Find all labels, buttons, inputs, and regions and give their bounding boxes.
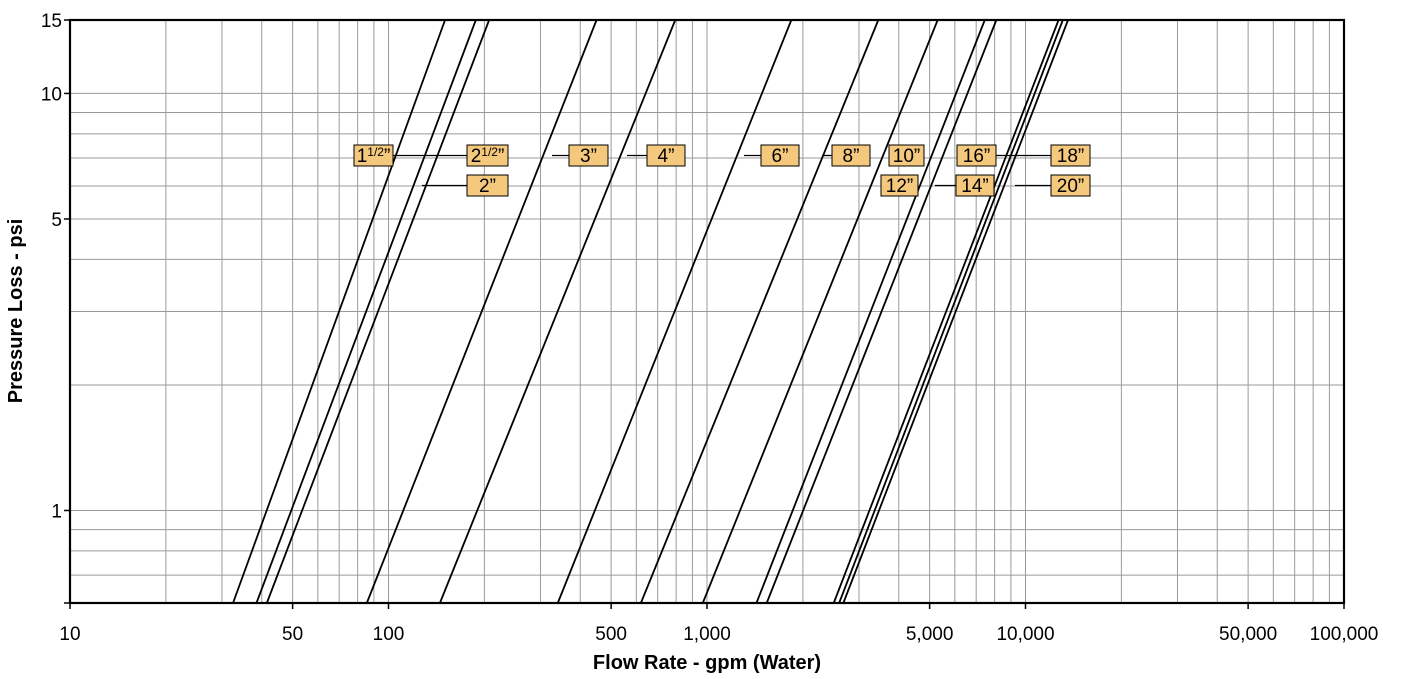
size-label-box: [955, 174, 995, 197]
size-label-text: 14”: [961, 176, 988, 197]
x-tick-label: 5,000: [906, 624, 954, 645]
series-line: [755, 19, 986, 604]
size-label: 10”: [888, 144, 925, 167]
size-label: 2”: [422, 174, 509, 197]
size-label-box: [1050, 144, 1091, 167]
grid: [70, 20, 1344, 603]
series-line: [365, 19, 598, 604]
size-label-text: 3”: [580, 146, 597, 167]
size-label-text: 21/2”: [471, 145, 505, 167]
series-line: [556, 19, 793, 604]
x-tick-label: 50: [282, 624, 303, 645]
size-label-text: 18”: [1057, 146, 1084, 167]
curves: [232, 19, 1069, 604]
size-label: 11/2”: [353, 144, 410, 167]
series-line: [842, 19, 1069, 604]
y-tick-label: 15: [41, 11, 62, 32]
x-tick-label: 100: [373, 624, 405, 645]
size-label: 12”: [880, 174, 919, 197]
series-line: [765, 19, 998, 604]
size-label-text: 11/2”: [357, 145, 391, 167]
size-label: 16”: [956, 144, 1052, 167]
axis-ticks: [64, 19, 1345, 609]
size-label-text: 12”: [886, 176, 913, 197]
y-tick-label: 1: [51, 501, 62, 522]
size-label-box: [760, 144, 800, 167]
y-tick-label: 10: [41, 84, 62, 105]
series-line: [838, 19, 1064, 604]
size-label-box: [831, 144, 871, 167]
series-line: [439, 19, 677, 604]
size-label: 21/2”: [410, 144, 509, 167]
x-tick-label: 100,000: [1310, 624, 1379, 645]
x-tick-label: 500: [595, 624, 627, 645]
x-tick-label: 10: [59, 624, 80, 645]
size-label: 18”: [1050, 144, 1091, 167]
size-label-text: 16”: [963, 146, 990, 167]
y-tick-label: 5: [51, 210, 62, 231]
series-line: [640, 19, 880, 604]
series-line: [701, 19, 939, 604]
series-line: [832, 19, 1060, 604]
series-line: [266, 19, 490, 604]
size-label-box: [1050, 174, 1091, 197]
size-label-box: [568, 144, 609, 167]
size-label: 14”: [935, 174, 995, 197]
size-label-text: 6”: [772, 146, 789, 167]
size-label-text: 8”: [843, 146, 860, 167]
size-label-box: [888, 144, 925, 167]
y-axis-title: Pressure Loss - psi: [5, 219, 27, 404]
size-label-box: [880, 174, 919, 197]
size-label-box: [466, 144, 509, 167]
size-label-text: 2”: [479, 176, 496, 197]
series-line: [255, 19, 477, 604]
size-label: 6”: [744, 144, 800, 167]
size-label-text: 20”: [1057, 176, 1084, 197]
size-label: 4”: [627, 144, 686, 167]
size-label: 20”: [1015, 174, 1091, 197]
x-tick-label: 50,000: [1219, 624, 1277, 645]
x-tick-label: 1,000: [683, 624, 731, 645]
size-label: 8”: [822, 144, 871, 167]
size-label: 3”: [552, 144, 609, 167]
series-line: [232, 19, 446, 604]
size-label-box: [646, 144, 686, 167]
x-tick-label: 10,000: [996, 624, 1054, 645]
size-label-box: [353, 144, 394, 167]
size-label-box: [956, 144, 997, 167]
size-label-text: 4”: [658, 146, 675, 167]
size-label-text: 10”: [893, 146, 920, 167]
size-label-box: [466, 174, 509, 197]
x-axis-title: Flow Rate - gpm (Water): [593, 652, 821, 674]
size-labels: 11/2” 2” 21/2” 3” 4” 6” 8” 10” 12” 14” 16” 18” 20”: [353, 144, 1091, 197]
x-tick-labels: 10 50 100 500 1,000 5,000 10,000 50,000 100,000: [59, 624, 1378, 645]
